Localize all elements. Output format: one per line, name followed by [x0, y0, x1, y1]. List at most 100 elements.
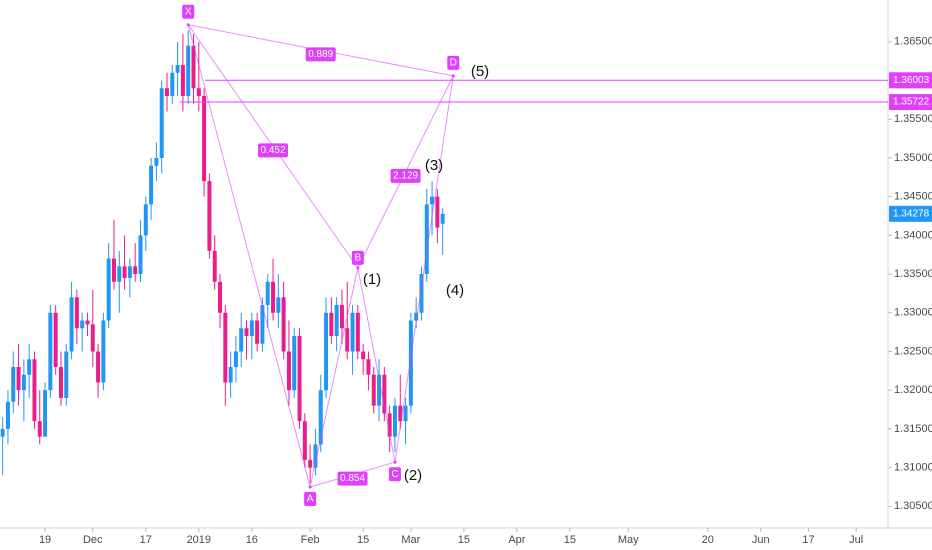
candle-body	[233, 351, 238, 367]
y-tick-label: 1.33500	[894, 268, 932, 280]
ratio-label-bg	[390, 168, 421, 183]
candle-body	[260, 305, 265, 344]
y-tick-label: 1.33000	[894, 307, 932, 319]
candle-body	[48, 312, 53, 391]
candle-body	[21, 374, 26, 391]
pattern-line	[187, 24, 311, 488]
pattern-label-bg	[304, 491, 317, 506]
pattern-line	[394, 75, 454, 463]
candle-body	[387, 413, 392, 437]
candle-body	[392, 405, 397, 437]
candle-body	[53, 312, 58, 367]
candle-body	[398, 405, 403, 422]
level-label-bg	[889, 72, 932, 89]
pattern-line	[357, 267, 396, 463]
candle-body	[345, 328, 350, 352]
ratio-label: 0.854	[340, 473, 365, 484]
candle-body	[361, 351, 366, 360]
ratio-label-bg	[337, 471, 368, 486]
candle-body	[74, 297, 79, 329]
candle-body	[106, 258, 111, 321]
y-tick-label: 1.31000	[894, 462, 932, 474]
pattern-point	[356, 266, 360, 270]
level-label: 1.35722	[893, 97, 930, 108]
level-label: 1.36003	[893, 75, 930, 86]
candle-body	[249, 320, 254, 336]
pattern-label: C	[391, 469, 398, 480]
candle-body	[313, 444, 318, 468]
candle-body	[85, 320, 90, 325]
candle-body	[127, 266, 132, 278]
candle-body	[414, 312, 419, 321]
y-tick-label: 1.30500	[894, 500, 932, 512]
candle-body	[191, 45, 196, 89]
candle-body	[122, 266, 127, 278]
x-tick-label: 17	[140, 534, 152, 546]
pattern-line	[309, 267, 359, 488]
candle-body	[58, 366, 63, 398]
candle-body	[265, 281, 270, 306]
candle-body	[281, 297, 286, 352]
x-tick-label: 2019	[187, 534, 211, 546]
ratio-label-bg	[305, 47, 336, 62]
candle-body	[239, 328, 244, 352]
candle-body	[32, 359, 37, 422]
candle-body	[43, 390, 48, 437]
candle-body	[11, 366, 16, 402]
candle-body	[366, 359, 371, 375]
last-price-label: 1.34278	[893, 208, 930, 219]
candle-body	[207, 181, 212, 251]
candle-body	[255, 320, 260, 344]
pattern-label: D	[450, 58, 457, 69]
candle-body	[196, 88, 201, 96]
candle-body	[324, 312, 329, 391]
y-tick-label: 1.35000	[894, 152, 932, 164]
level-label-bg	[889, 94, 932, 111]
last-price-bg	[889, 205, 932, 222]
candle-body	[212, 250, 217, 282]
x-tick-label: 19	[39, 534, 51, 546]
wave-label: (1)	[363, 271, 381, 288]
x-tick-label: Mar	[401, 534, 420, 546]
candle-body	[175, 65, 180, 73]
candle-body	[297, 336, 302, 422]
ratio-label: 2.129	[393, 171, 418, 182]
candle-body	[64, 351, 69, 398]
candle-body	[16, 366, 21, 391]
candle-body	[133, 266, 138, 275]
x-tick-label: 16	[246, 534, 258, 546]
y-tick-label: 1.31500	[894, 423, 932, 435]
candle-body	[101, 320, 106, 383]
candle-body	[138, 235, 143, 275]
candle-body	[355, 312, 360, 352]
ratio-label: 0.889	[308, 49, 333, 60]
candle-body	[170, 72, 175, 96]
candle-body	[271, 281, 276, 313]
candle-body	[164, 88, 169, 96]
candle-body	[286, 351, 291, 391]
x-tick-label: 15	[458, 534, 470, 546]
pattern-label-bg	[447, 55, 460, 70]
wave-label: (5)	[471, 63, 489, 80]
candle-body	[435, 196, 440, 228]
candle-body	[403, 405, 408, 422]
candle-body	[111, 258, 116, 282]
candle-body	[419, 274, 424, 313]
candle-body	[90, 324, 95, 352]
candle-body	[27, 359, 32, 375]
ratio-label: 0.452	[261, 145, 286, 156]
candle-body	[430, 196, 435, 205]
candle-body	[223, 312, 228, 383]
pattern-label-bg	[182, 4, 195, 19]
wave-label: (2)	[404, 467, 422, 484]
candle-body	[302, 421, 307, 460]
x-tick-label: May	[618, 534, 639, 546]
candle-body	[292, 336, 297, 391]
candle-body	[202, 96, 207, 182]
candle-body	[440, 213, 445, 224]
x-tick-label: Dec	[83, 534, 103, 546]
candle-body	[350, 312, 355, 352]
pattern-point	[393, 460, 397, 464]
